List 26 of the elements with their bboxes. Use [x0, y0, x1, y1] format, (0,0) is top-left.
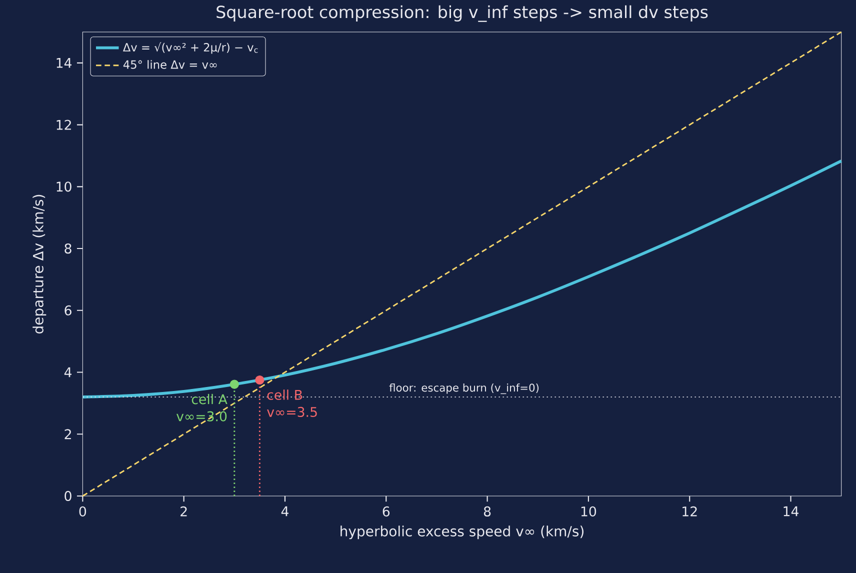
chart-title: Square-root compression: big v_inf steps -> small dv steps: [216, 5, 708, 22]
x-tick-label: 8: [484, 506, 491, 516]
x-tick-label: 14: [784, 506, 798, 516]
y-tick-label: 4: [64, 367, 72, 377]
x-tick-label: 0: [79, 506, 86, 516]
y-tick-label: 12: [56, 120, 71, 130]
y-axis-title: departure Δv (km/s): [32, 194, 46, 334]
y-tick-label: 10: [56, 181, 72, 192]
y-tick-label: 6: [64, 305, 72, 316]
x-tick-label: 2: [180, 506, 187, 516]
y-tick-label: 14: [56, 58, 72, 68]
annotation: floor: escape burn (v_inf=0): [389, 383, 539, 394]
x-axis-title: hyperbolic excess speed v∞ (km/s): [340, 525, 584, 540]
x-tick-label: 6: [382, 506, 390, 516]
legend-label: Δv = √(v∞² + 2μ/r) − v$_{c}$: [122, 42, 258, 54]
x-tick-label: 4: [281, 506, 288, 516]
annotation: cell B: [267, 389, 302, 400]
x-tick-label: 12: [682, 506, 697, 516]
y-tick-label: 8: [64, 243, 72, 254]
x-tick-label: 10: [581, 506, 596, 516]
annotation: v∞=3.5: [267, 406, 317, 417]
y-tick-label: 0: [64, 490, 72, 501]
legend-label: 45° line Δv = v∞: [123, 60, 217, 69]
annotation: cell A: [192, 394, 228, 404]
annotation: v∞=3.0: [176, 411, 227, 422]
y-tick-label: 2: [64, 429, 71, 439]
